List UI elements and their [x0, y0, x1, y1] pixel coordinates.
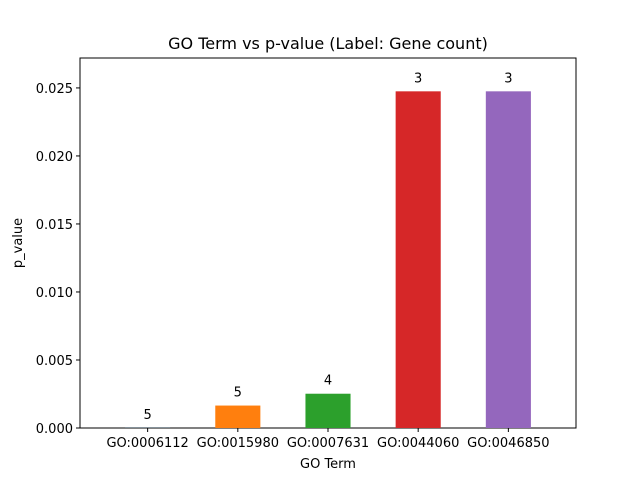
bar-data-label: 3 — [414, 71, 422, 86]
x-tick-label: GO:0044060 — [377, 436, 459, 451]
y-axis-ticks: 0.000 0.005 0.010 0.015 0.020 0.025 — [36, 82, 80, 437]
bar-data-label: 5 — [143, 408, 151, 423]
y-tick-label: 0.020 — [36, 150, 73, 165]
bar-GO-0044060 — [395, 91, 441, 428]
y-axis-label: p_value — [11, 218, 26, 268]
x-tick-label: GO:0046850 — [467, 436, 549, 451]
bars — [125, 91, 531, 428]
bar-data-label: 4 — [324, 374, 332, 389]
x-tick-label: GO:0007631 — [287, 436, 369, 451]
chart-title: GO Term vs p-value (Label: Gene count) — [168, 34, 488, 53]
x-axis-ticks: GO:0006112 GO:0015980 GO:0007631 GO:0044060… — [106, 428, 550, 451]
y-tick-label: 0.010 — [36, 286, 73, 301]
x-tick-label: GO:0015980 — [197, 436, 279, 451]
bar-GO-0046850 — [485, 91, 531, 428]
y-tick-label: 0.015 — [36, 218, 73, 233]
bar-labels: 5 5 4 3 3 — [143, 71, 512, 423]
bar-GO-0015980 — [215, 405, 261, 428]
x-tick-label: GO:0006112 — [106, 436, 188, 451]
bar-data-label: 3 — [504, 71, 512, 86]
bar-GO-0007631 — [305, 393, 351, 428]
y-tick-label: 0.025 — [36, 82, 73, 97]
x-axis-label: GO Term — [300, 457, 356, 472]
y-tick-label: 0.005 — [36, 354, 73, 369]
y-tick-label: 0.000 — [36, 422, 73, 437]
bar-data-label: 5 — [234, 386, 242, 401]
